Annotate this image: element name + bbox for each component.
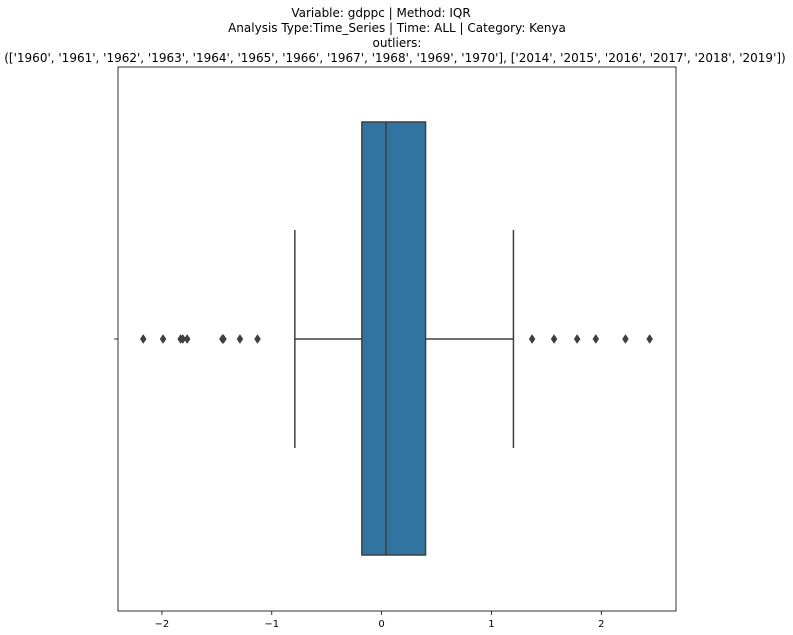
title-line-2: Analysis Type:Time_Series | Time: ALL | … (228, 21, 566, 35)
outlier-point (646, 334, 653, 344)
title-line-3: outliers: (373, 36, 422, 50)
chart-title: Variable: gdppc | Method: IQR Analysis T… (4, 6, 785, 65)
outlier-point (528, 334, 536, 344)
outlier-point (622, 334, 629, 344)
title-line-1: Variable: gdppc | Method: IQR (291, 6, 470, 20)
interquartile-box (361, 121, 427, 556)
outlier-point (179, 334, 187, 344)
x-tick-label: 0 (378, 619, 384, 630)
outlier-point (573, 334, 581, 344)
title-line-4: (['1960', '1961', '1962', '1963', '1964'… (4, 51, 785, 65)
x-tick-label: 1 (488, 619, 494, 630)
x-axis: −2 −1 0 1 2 (155, 611, 604, 630)
x-tick-label: −1 (264, 619, 279, 630)
outlier-point (550, 334, 558, 344)
outlier-point (159, 334, 167, 344)
box-plot-group (294, 121, 515, 556)
outlier-point (220, 334, 227, 344)
outlier-point (183, 334, 191, 344)
outlier-point (592, 334, 600, 344)
outlier-point (254, 334, 261, 344)
outlier-point (236, 334, 244, 344)
x-tick-label: 2 (598, 619, 604, 630)
x-tick-label: −2 (155, 619, 170, 630)
outlier-point (139, 334, 147, 344)
outlier-points (139, 334, 653, 344)
